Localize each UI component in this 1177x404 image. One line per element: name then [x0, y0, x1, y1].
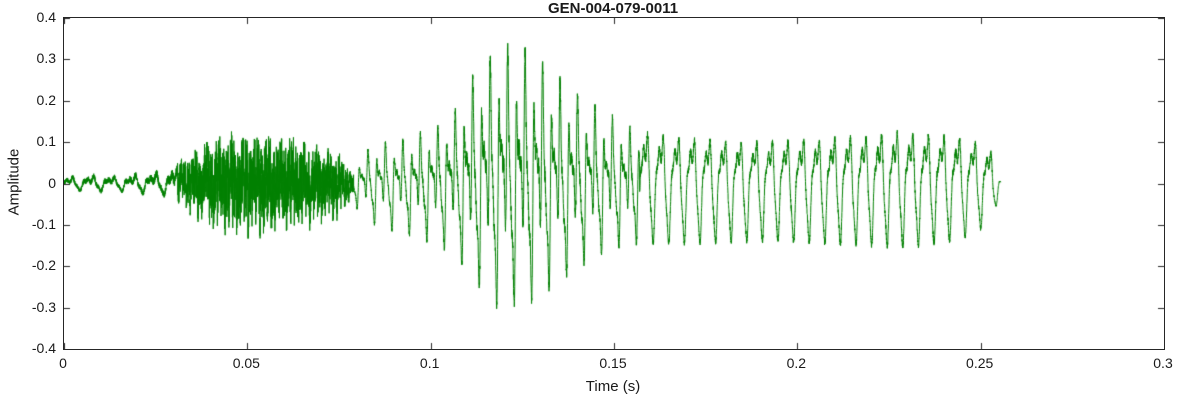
- waveform-canvas: [64, 18, 1164, 349]
- plot-area: [63, 17, 1165, 350]
- y-tick-label: 0.2: [36, 91, 56, 108]
- y-tick-label: -0.2: [31, 257, 56, 274]
- y-tick-label: -0.1: [31, 215, 56, 232]
- x-tick-label: 0: [59, 355, 67, 371]
- y-tick-label: 0.4: [36, 9, 56, 25]
- x-tick-label: 0.3: [1153, 355, 1173, 371]
- y-tick-label: -0.4: [31, 340, 56, 356]
- x-tick-label: 0.2: [786, 355, 807, 371]
- y-tick-label: 0: [48, 174, 56, 191]
- chart-title: GEN-004-079-0011: [547, 0, 679, 17]
- x-tick-label: 0.25: [966, 355, 994, 371]
- x-axis-label: Time (s): [585, 378, 641, 395]
- y-tick-label: 0.3: [36, 50, 56, 67]
- y-tick-label: -0.3: [31, 298, 56, 315]
- y-tick-label: 0.1: [36, 133, 56, 150]
- x-tick-label: 0.1: [419, 355, 440, 371]
- x-tick-label: 0.05: [232, 355, 260, 371]
- x-tick-label: 0.15: [599, 355, 627, 371]
